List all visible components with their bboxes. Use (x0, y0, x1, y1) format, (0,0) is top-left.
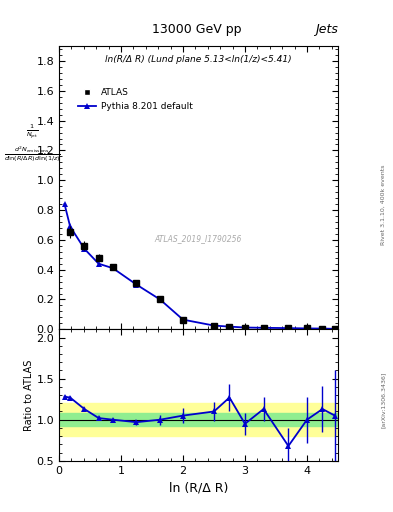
Text: ln(R/Δ R) (Lund plane 5.13<ln(1/z)<5.41): ln(R/Δ R) (Lund plane 5.13<ln(1/z)<5.41) (105, 55, 292, 63)
Text: Rivet 3.1.10, 400k events: Rivet 3.1.10, 400k events (381, 164, 386, 245)
Text: 13000 GeV pp: 13000 GeV pp (152, 23, 241, 36)
Text: [arXiv:1306.3436]: [arXiv:1306.3436] (381, 371, 386, 428)
X-axis label: ln (R/Δ R): ln (R/Δ R) (169, 481, 228, 494)
Y-axis label: Ratio to ATLAS: Ratio to ATLAS (24, 359, 33, 431)
Text: $\frac{1}{N_\mathrm{jet}}$
$\frac{d^2N_\mathrm{emissions}}{d\ln(R/\Delta R)\,d\l: $\frac{1}{N_\mathrm{jet}}$ $\frac{d^2N_\… (4, 123, 61, 164)
Legend: ATLAS, Pythia 8.201 default: ATLAS, Pythia 8.201 default (75, 84, 196, 114)
Text: ATLAS_2019_I1790256: ATLAS_2019_I1790256 (155, 234, 242, 243)
Text: Jets: Jets (315, 23, 338, 36)
